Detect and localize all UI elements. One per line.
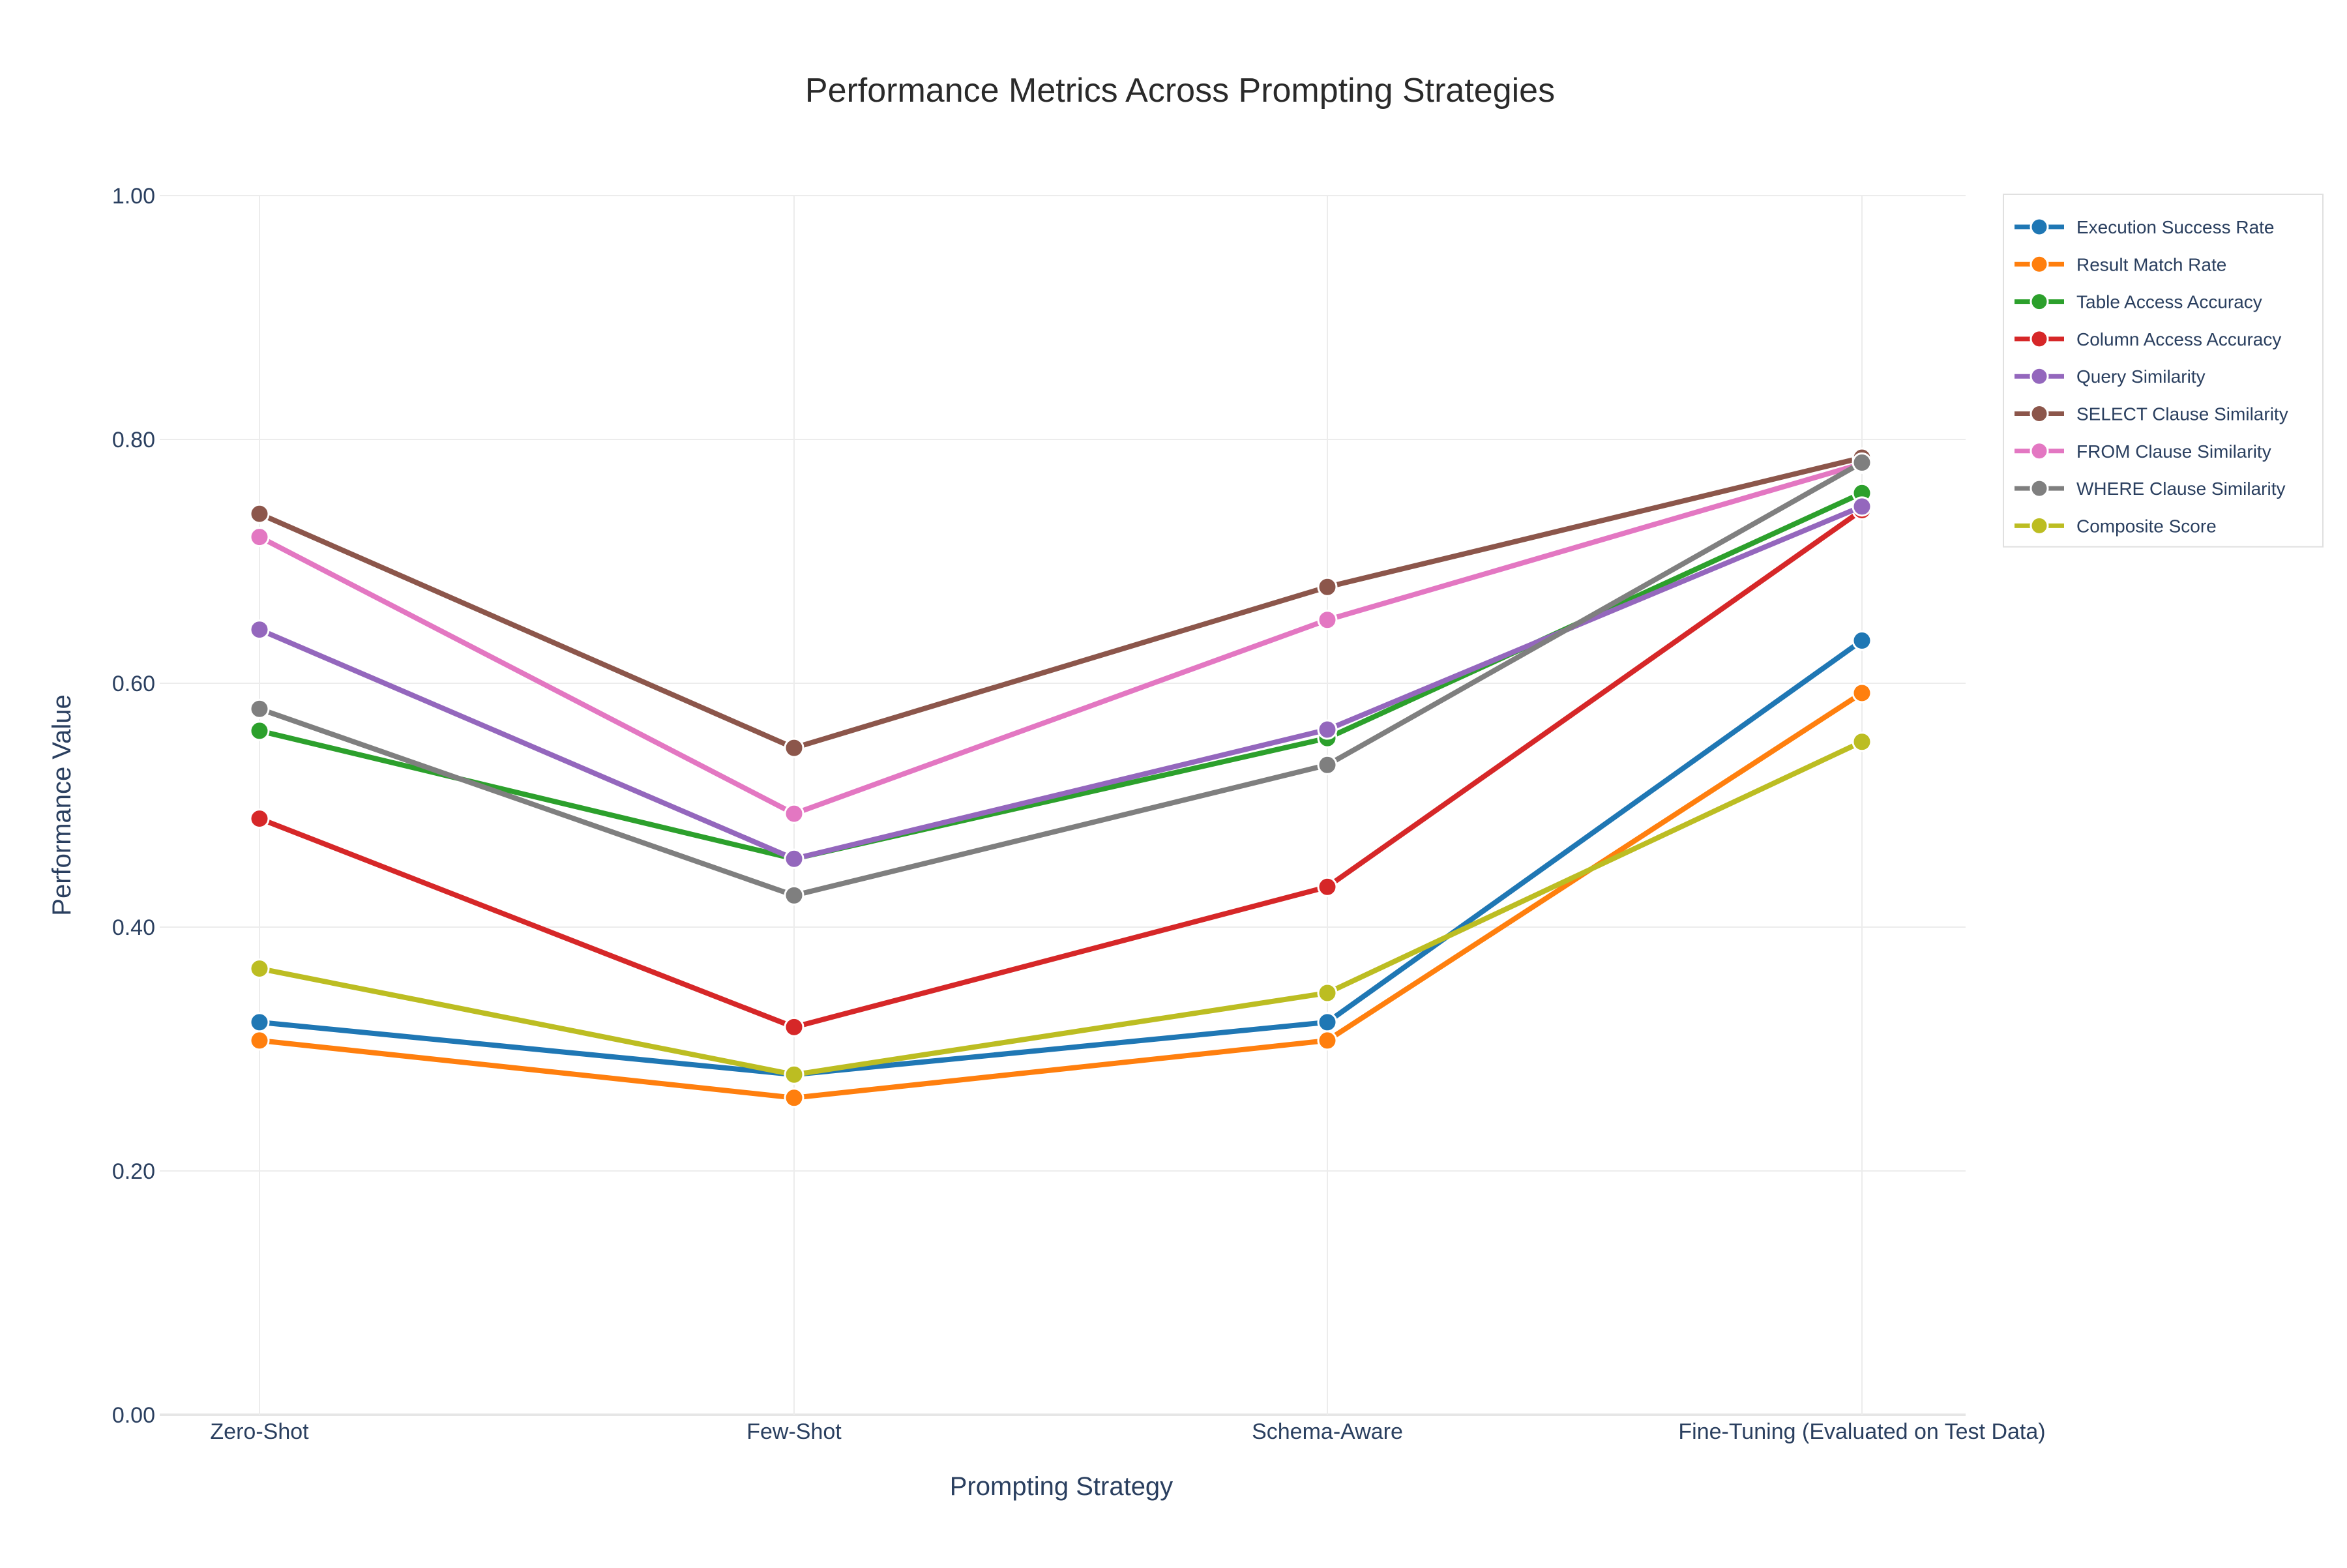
data-point[interactable]	[1852, 630, 1872, 651]
legend-swatch-marker	[2030, 404, 2049, 423]
series-line	[257, 455, 1865, 751]
legend-item[interactable]: Table Access Accuracy	[2015, 292, 2262, 312]
data-point[interactable]	[249, 503, 270, 524]
legend-item[interactable]: SELECT Clause Similarity	[2015, 404, 2288, 424]
legend-item[interactable]: FROM Clause Similarity	[2015, 441, 2271, 462]
x-tick-label: Fine-Tuning (Evaluated on Test Data)	[1678, 1419, 2045, 1444]
x-tick-label: Schema-Aware	[1252, 1419, 1403, 1444]
data-point[interactable]	[784, 1016, 804, 1037]
series-line	[257, 503, 1865, 862]
legend-swatch-marker	[2030, 292, 2049, 312]
x-tick-label: Few-Shot	[746, 1419, 842, 1444]
data-point[interactable]	[784, 803, 804, 824]
data-point[interactable]	[1317, 754, 1338, 775]
legend-swatch-marker	[2030, 329, 2049, 349]
data-point[interactable]	[1317, 610, 1338, 630]
data-point[interactable]	[1317, 983, 1338, 1003]
data-point[interactable]	[784, 737, 804, 758]
data-point[interactable]	[249, 698, 270, 719]
data-point[interactable]	[249, 1012, 270, 1033]
legend-swatch-marker	[2030, 516, 2049, 535]
legend-label: Column Access Accuracy	[2076, 329, 2281, 349]
data-point[interactable]	[1317, 1030, 1338, 1051]
data-point[interactable]	[249, 527, 270, 548]
series-line	[257, 638, 1865, 1078]
legend-swatch-marker	[2030, 479, 2049, 498]
legend-label: SELECT Clause Similarity	[2076, 404, 2288, 424]
legend-item[interactable]: Column Access Accuracy	[2015, 329, 2281, 349]
data-point[interactable]	[1852, 683, 1872, 703]
y-axis-title: Performance Value	[48, 694, 76, 915]
data-point[interactable]	[249, 1030, 270, 1051]
legend-label: Query Similarity	[2076, 366, 2206, 387]
data-point[interactable]	[1317, 876, 1338, 897]
series-line	[257, 460, 1865, 898]
y-tick-label: 0.40	[112, 915, 155, 940]
grid-lines	[160, 195, 1966, 1416]
data-point[interactable]	[1852, 732, 1872, 752]
x-tick-label: Zero-Shot	[210, 1419, 309, 1444]
series-group	[249, 452, 1872, 906]
legend-swatch-marker	[2030, 366, 2049, 386]
chart-title: Performance Metrics Across Prompting Str…	[805, 72, 1555, 110]
data-point[interactable]	[1317, 576, 1338, 597]
legend-label: Execution Success Rate	[2076, 217, 2275, 237]
data-point[interactable]	[784, 848, 804, 869]
legend-swatch-marker	[2030, 441, 2049, 461]
legend-item[interactable]: Execution Success Rate	[2015, 217, 2275, 237]
series-lines	[249, 447, 1872, 1108]
series-group	[249, 732, 1872, 1085]
data-point[interactable]	[249, 720, 270, 741]
legend-swatch-marker	[2030, 254, 2049, 274]
data-point[interactable]	[784, 885, 804, 906]
y-tick-label: 1.00	[112, 184, 155, 209]
y-axis-ticks: 0.00 0.20 0.40 0.60 0.80 1.00	[112, 184, 155, 1428]
legend-label: Result Match Rate	[2076, 254, 2226, 274]
data-point[interactable]	[249, 619, 270, 640]
y-tick-label: 0.00	[112, 1403, 155, 1428]
y-tick-label: 0.20	[112, 1159, 155, 1184]
legend-item[interactable]: Result Match Rate	[2015, 254, 2226, 274]
data-point[interactable]	[784, 1064, 804, 1085]
legend-label: Table Access Accuracy	[2076, 292, 2262, 312]
legend[interactable]: Execution Success Rate Result Match Rate T…	[2003, 194, 2324, 548]
series-line	[257, 461, 1865, 817]
series-line	[257, 739, 1865, 1078]
data-point[interactable]	[1317, 1012, 1338, 1033]
data-point[interactable]	[249, 958, 270, 979]
legend-item[interactable]: Composite Score	[2015, 516, 2217, 536]
legend-label: FROM Clause Similarity	[2076, 441, 2271, 462]
legend-item[interactable]: Query Similarity	[2015, 366, 2206, 387]
legend-item[interactable]: WHERE Clause Similarity	[2015, 479, 2286, 499]
series-line	[257, 507, 1865, 1030]
legend-label: WHERE Clause Similarity	[2076, 479, 2286, 499]
data-point[interactable]	[1317, 719, 1338, 740]
legend-swatch-marker	[2030, 217, 2049, 237]
x-axis-title: Prompting Strategy	[950, 1472, 1173, 1501]
data-point[interactable]	[1852, 496, 1872, 517]
y-tick-label: 0.60	[112, 672, 155, 696]
data-point[interactable]	[249, 808, 270, 829]
x-axis-ticks: Zero-Shot Few-Shot Schema-Aware Fine-Tuning…	[210, 1419, 2045, 1444]
data-point[interactable]	[1852, 452, 1872, 473]
series-group	[249, 496, 1872, 869]
data-point[interactable]	[784, 1087, 804, 1108]
y-tick-label: 0.80	[112, 428, 155, 452]
legend-label: Composite Score	[2076, 516, 2217, 536]
